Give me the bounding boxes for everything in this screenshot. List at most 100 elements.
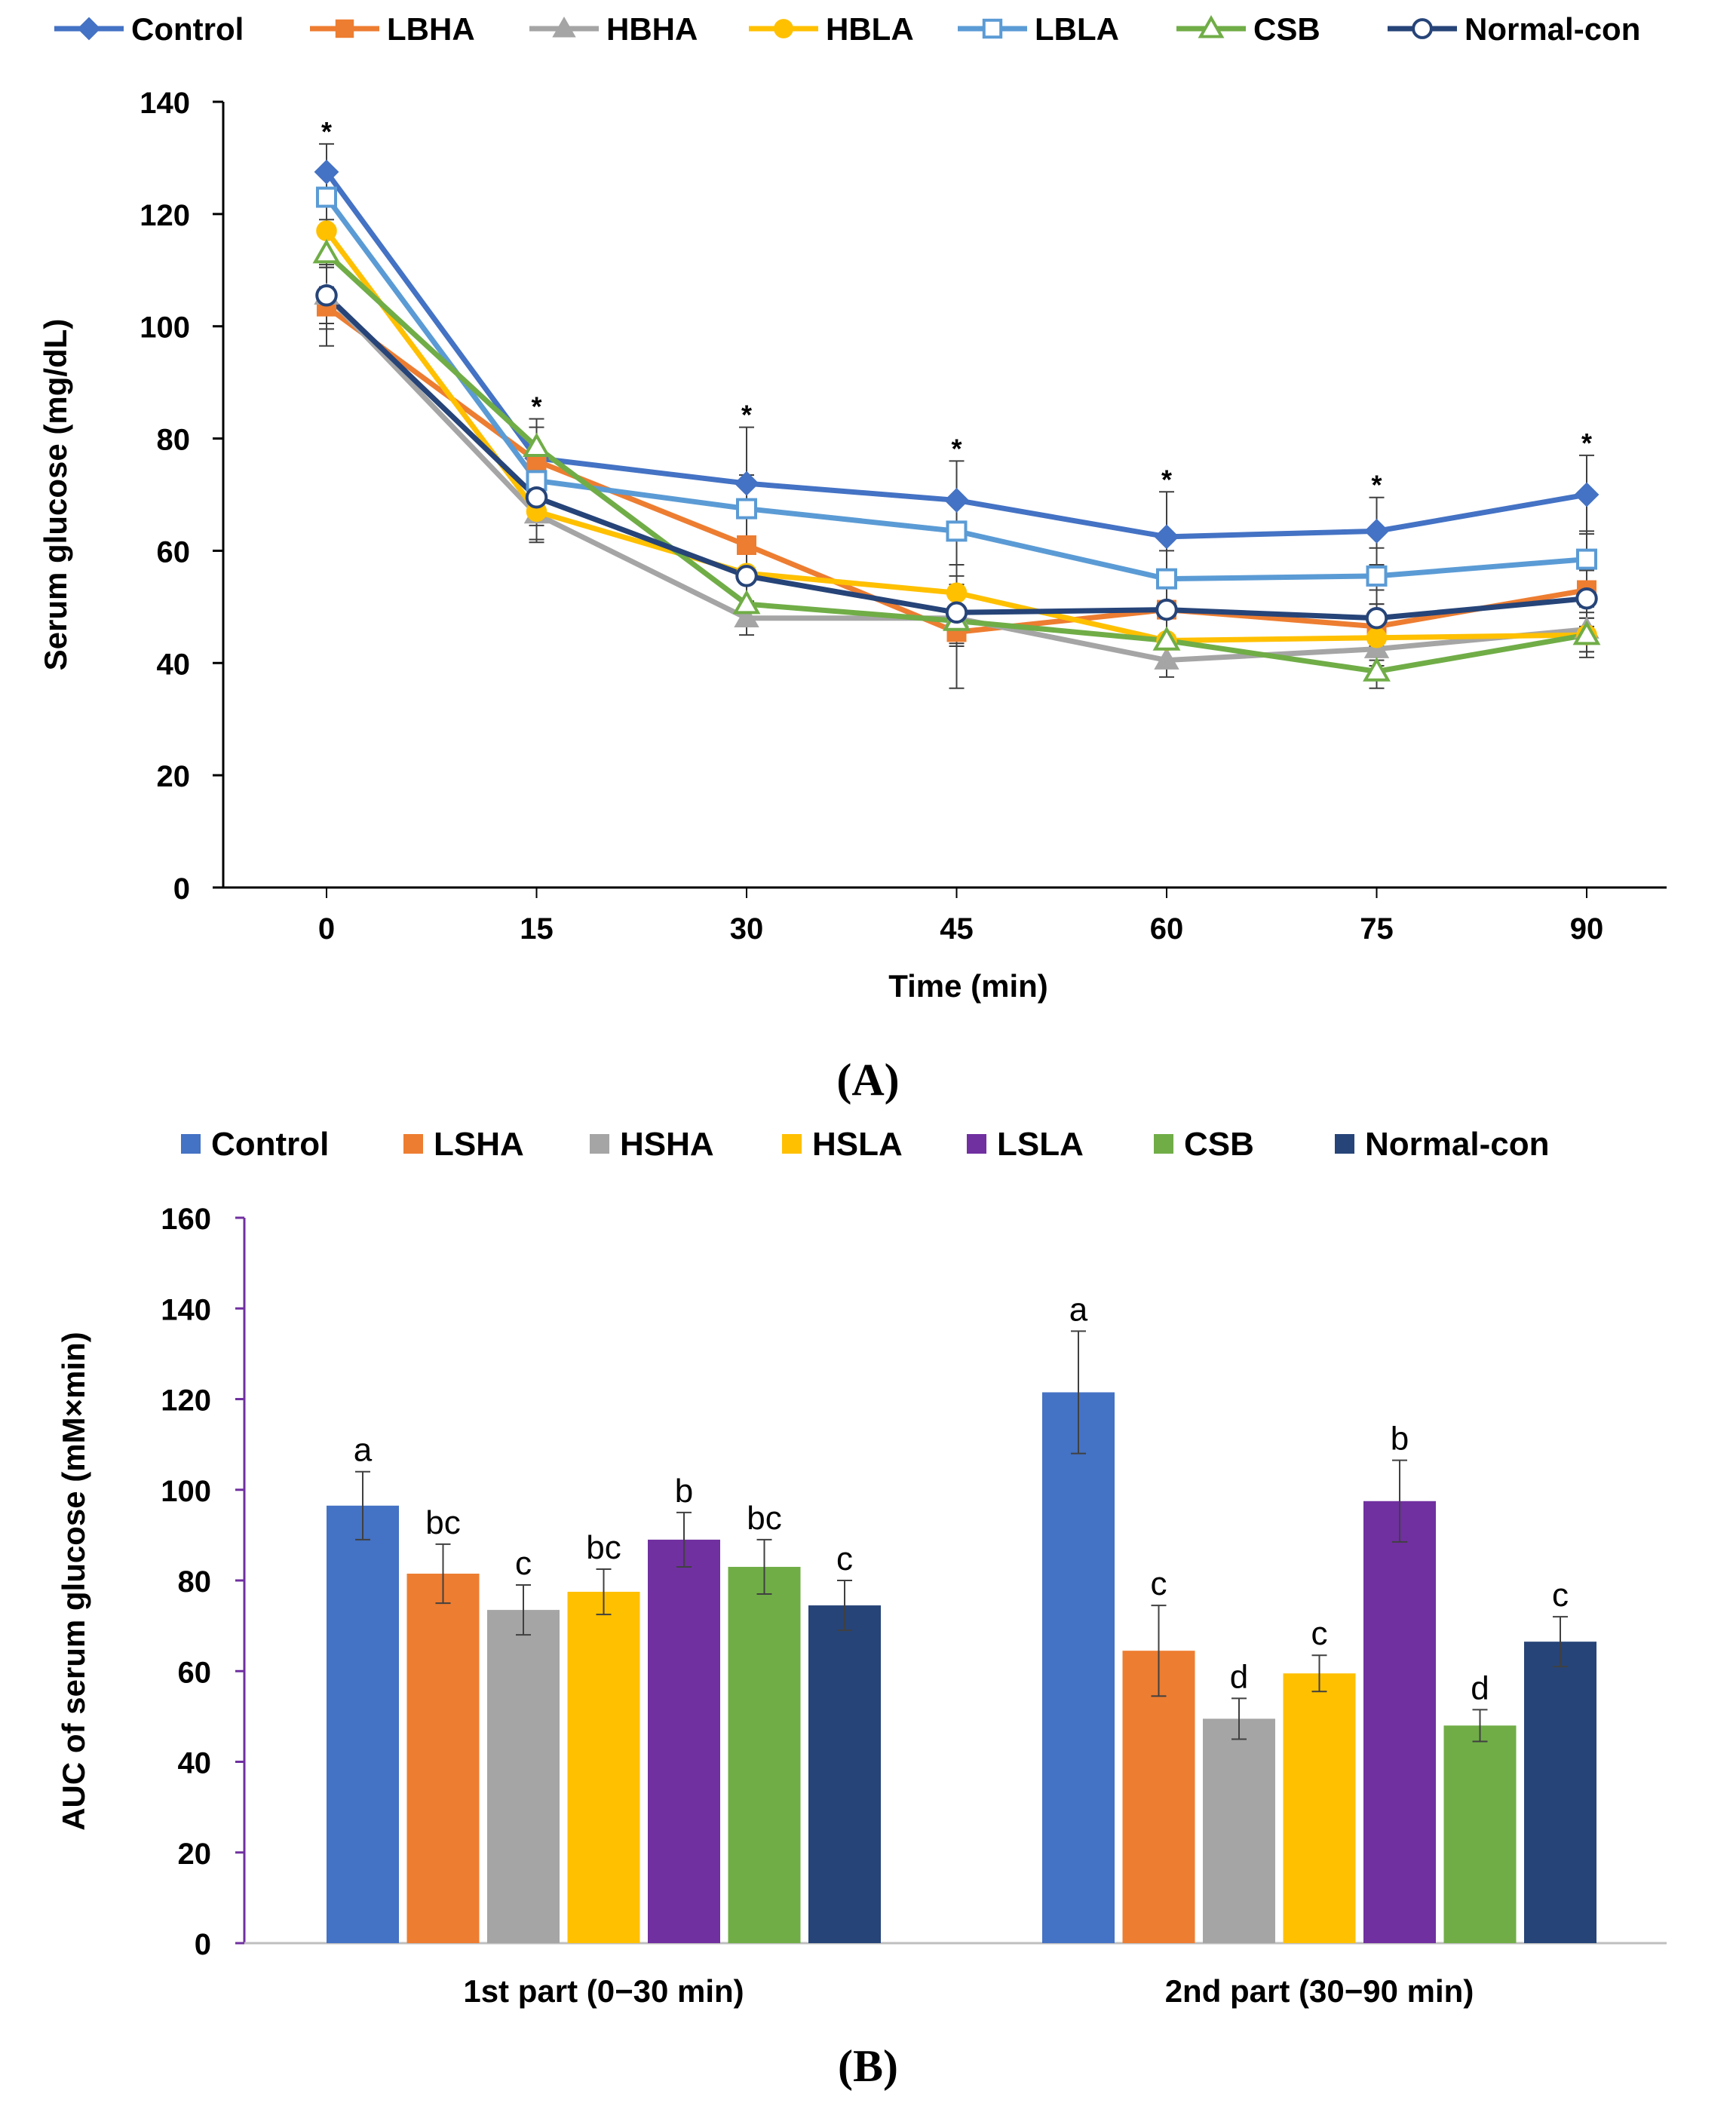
y-axis-title-a: Serum glucose (mg/dL) <box>38 319 73 671</box>
data-point-hbha <box>734 605 759 627</box>
legend-label: HBHA <box>606 11 698 47</box>
significance-letter: bc <box>586 1529 621 1566</box>
legend-swatch <box>403 1134 423 1154</box>
line-chart-serum-glucose: 0 20 40 60 80 100 120 140 0 15 30 45 60 75 90 Time (min… <box>38 11 1667 1105</box>
y-tick-label-b: 40 <box>178 1747 212 1780</box>
y-tick-label-b: 100 <box>161 1475 211 1508</box>
y-tick-label-a: 140 <box>140 87 190 120</box>
data-point-lbla <box>1156 568 1177 590</box>
data-point-normal-con <box>315 284 338 307</box>
bar-hsla <box>567 1592 640 1943</box>
legend-label: HSHA <box>620 1126 714 1163</box>
legend-label: LBHA <box>387 11 475 47</box>
significance-letter: c <box>1311 1615 1328 1652</box>
y-tick-label-b: 0 <box>195 1928 211 1961</box>
x-tick-label-a: 75 <box>1360 912 1394 946</box>
data-point-csb <box>1152 626 1181 651</box>
data-point-control <box>1364 518 1389 544</box>
legend-marker <box>335 19 354 38</box>
significance-letter: d <box>1230 1658 1248 1695</box>
legend-swatch <box>1154 1134 1173 1154</box>
y-tick-label-b: 20 <box>178 1838 212 1871</box>
legend-swatch <box>782 1134 802 1154</box>
x-tick-label-a: 45 <box>940 912 974 946</box>
data-point-hbla <box>316 220 337 241</box>
significance-letter: bc <box>425 1504 460 1541</box>
data-point-normal-con <box>735 565 758 587</box>
x-tick-label-a: 60 <box>1150 912 1184 946</box>
significance-asterisk: * <box>1581 428 1592 458</box>
significance-letter: b <box>675 1473 693 1510</box>
legend-label: Normal-con <box>1465 11 1640 47</box>
data-point-csb <box>1572 621 1601 645</box>
legend-marker <box>1198 14 1225 38</box>
significance-asterisk: * <box>531 391 541 422</box>
legend-swatch <box>967 1134 986 1154</box>
legend-marker <box>552 16 576 38</box>
legend-label: Control <box>211 1126 329 1163</box>
legend-label: LSHA <box>434 1126 524 1163</box>
data-point-control <box>734 471 759 496</box>
significance-letter: c <box>1151 1565 1167 1602</box>
significance-letter: a <box>1069 1291 1088 1328</box>
data-point-control <box>1574 482 1600 507</box>
data-point-lbla <box>1576 548 1597 570</box>
bar-hsha <box>1203 1718 1275 1943</box>
legend-label: Normal-con <box>1365 1126 1549 1163</box>
legend-label: LBLA <box>1035 11 1119 47</box>
data-point-normal-con <box>525 486 548 509</box>
significance-asterisk: * <box>1371 470 1382 501</box>
legend-label: CSB <box>1184 1126 1254 1163</box>
legend-item-hbla: HBLA <box>749 11 914 47</box>
data-point-lbla <box>1366 565 1388 587</box>
bar-csb <box>1443 1725 1517 1943</box>
y-tick-label-a: 60 <box>157 535 191 569</box>
significance-asterisk: * <box>1161 464 1172 495</box>
data-point-hbha <box>1154 647 1179 670</box>
legend-marker <box>77 17 101 41</box>
legend-item-lbla: LBLA <box>958 11 1119 47</box>
y-tick-label-b: 140 <box>161 1293 211 1326</box>
data-point-normal-con <box>945 601 968 624</box>
data-point-lbla <box>946 520 968 542</box>
bar-normal-con <box>808 1605 881 1943</box>
significance-asterisk: * <box>951 433 962 464</box>
bar-csb <box>728 1566 801 1943</box>
significance-asterisk: * <box>321 116 332 147</box>
legend-item-b-control: Control <box>181 1126 329 1163</box>
x-category-label-b: 2nd part (30−90 min) <box>1165 1973 1474 2009</box>
bar-hsha <box>487 1610 560 1943</box>
significance-letter: c <box>515 1545 532 1582</box>
y-tick-label-a: 120 <box>140 199 190 232</box>
legend-marker <box>982 18 1003 39</box>
legend-item-control: Control <box>54 11 244 47</box>
data-point-control <box>314 159 339 185</box>
data-point-csb <box>312 238 341 264</box>
significance-letter: d <box>1471 1669 1489 1706</box>
data-point-csb <box>732 590 761 615</box>
legend-label: CSB <box>1253 11 1320 47</box>
data-point-csb <box>523 432 551 457</box>
bar-lsla <box>1363 1501 1436 1943</box>
legend-label: LSLA <box>997 1126 1084 1163</box>
legend-label: HBLA <box>826 11 914 47</box>
legend-label: HSLA <box>812 1126 903 1163</box>
y-tick-label-b: 80 <box>178 1565 212 1599</box>
y-tick-label-a: 0 <box>173 872 190 906</box>
y-axis-title-b: AUC of serum glucose (mM×min) <box>56 1332 91 1831</box>
x-tick-label-a: 90 <box>1570 912 1604 946</box>
data-point-normal-con <box>1155 598 1178 621</box>
data-point-lbha <box>737 535 756 555</box>
y-tick-label-a: 20 <box>157 760 191 793</box>
x-tick-label-a: 0 <box>318 912 335 946</box>
legend-marker <box>1412 18 1433 39</box>
bar-control <box>1042 1392 1115 1943</box>
bar-hsla <box>1283 1673 1356 1943</box>
significance-letter: c <box>836 1540 853 1577</box>
legend-item-b-lsla: LSLA <box>967 1126 1084 1163</box>
legend-item-lbha: LBHA <box>310 11 475 47</box>
x-axis-title-a: Time (min) <box>888 968 1048 1004</box>
y-tick-label-a: 80 <box>157 424 191 457</box>
legend-item-normal-con: Normal-con <box>1388 11 1640 47</box>
panel-label-b: (B) <box>838 2041 898 2091</box>
